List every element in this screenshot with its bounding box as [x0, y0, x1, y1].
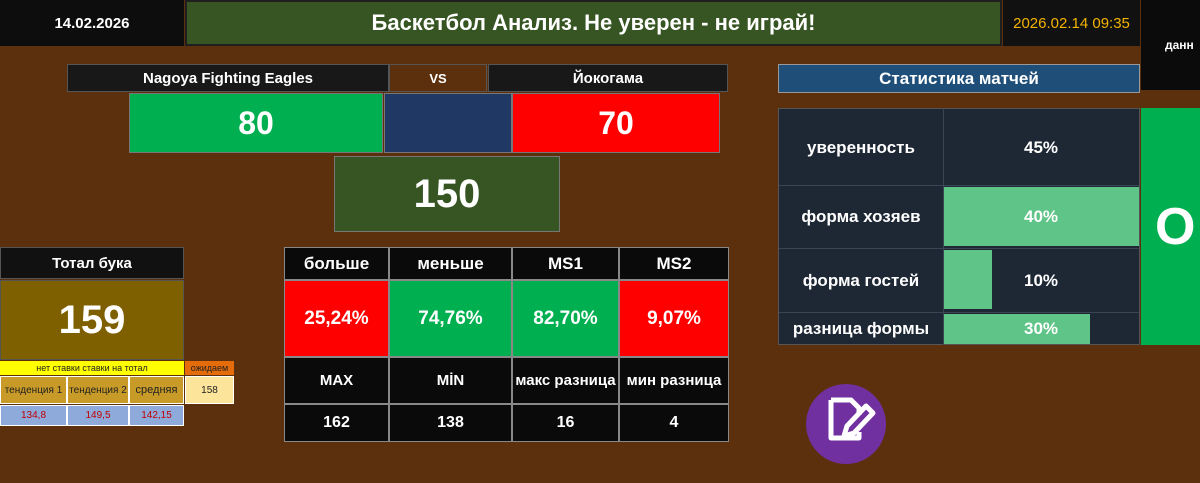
ms2-percent: 9,07% [619, 280, 729, 357]
expect-value: 158 [185, 376, 234, 404]
form-diff-label: разница формы [792, 319, 930, 338]
form-diff-bar [943, 314, 1090, 344]
edit-button[interactable] [806, 376, 886, 478]
ms1-percent: 82,70% [512, 280, 619, 357]
header-ms1: MS1 [512, 247, 619, 280]
stats-divider [779, 248, 1139, 249]
under-percent: 74,76% [389, 280, 512, 357]
home-form-bar [943, 187, 1139, 246]
header-date: 14.02.2026 [0, 0, 184, 46]
home-form-label: форма хозяев [801, 207, 921, 226]
stats-column-divider [943, 108, 944, 345]
away-form-label: форма гостей [802, 270, 920, 290]
edit-note-icon [806, 384, 886, 464]
trend1-label: тенденция 1 [0, 376, 67, 404]
no-bet-notice: нет ставки ставки на тотал [0, 361, 184, 375]
confidence-label: уверенность [807, 138, 915, 157]
home-form-value: 40% [1023, 207, 1059, 226]
header-under: меньше [389, 247, 512, 280]
away-form-value: 10% [1023, 270, 1059, 290]
expect-label: ожидаем [185, 361, 234, 375]
trend1-value: 134,8 [0, 405, 67, 426]
stats-divider [779, 312, 1139, 313]
home-team-name: Nagoya Fighting Eagles [67, 64, 389, 92]
form-diff-value: 30% [1023, 319, 1059, 338]
bookmaker-total-label: Тотал бука [0, 247, 184, 279]
away-form-bar [943, 250, 992, 309]
stats-divider [779, 185, 1139, 186]
header-over: больше [284, 247, 389, 280]
min-label: MİN [389, 357, 512, 404]
status-indicator: О [1141, 108, 1200, 345]
page-title: Баскетбол Анализ. Не уверен - не играй! [185, 0, 1002, 46]
min-diff-label: мин разница [619, 357, 729, 404]
away-score: 70 [512, 93, 720, 153]
away-team-name: Йокогама [488, 64, 728, 92]
min-value: 138 [389, 404, 512, 442]
predicted-total: 150 [334, 156, 560, 232]
confidence-value: 45% [1023, 138, 1059, 157]
average-value: 142,15 [129, 405, 184, 426]
stats-title: Статистика матчей [778, 64, 1140, 93]
max-diff-value: 16 [512, 404, 619, 442]
bookmaker-total-value: 159 [0, 280, 184, 360]
home-score: 80 [129, 93, 383, 153]
trend2-value: 149,5 [67, 405, 129, 426]
max-value: 162 [284, 404, 389, 442]
min-diff-value: 4 [619, 404, 729, 442]
trend2-label: тенденция 2 [67, 376, 129, 404]
max-label: MAX [284, 357, 389, 404]
over-percent: 25,24% [284, 280, 389, 357]
header-datetime: 2026.02.14 09:35 [1003, 0, 1140, 46]
score-separator [384, 93, 512, 153]
header-right-cell: данн [1141, 0, 1200, 90]
max-diff-label: макс разница [512, 357, 619, 404]
vs-label: VS [389, 64, 487, 92]
average-label: средняя [129, 376, 184, 404]
header-ms2: MS2 [619, 247, 729, 280]
